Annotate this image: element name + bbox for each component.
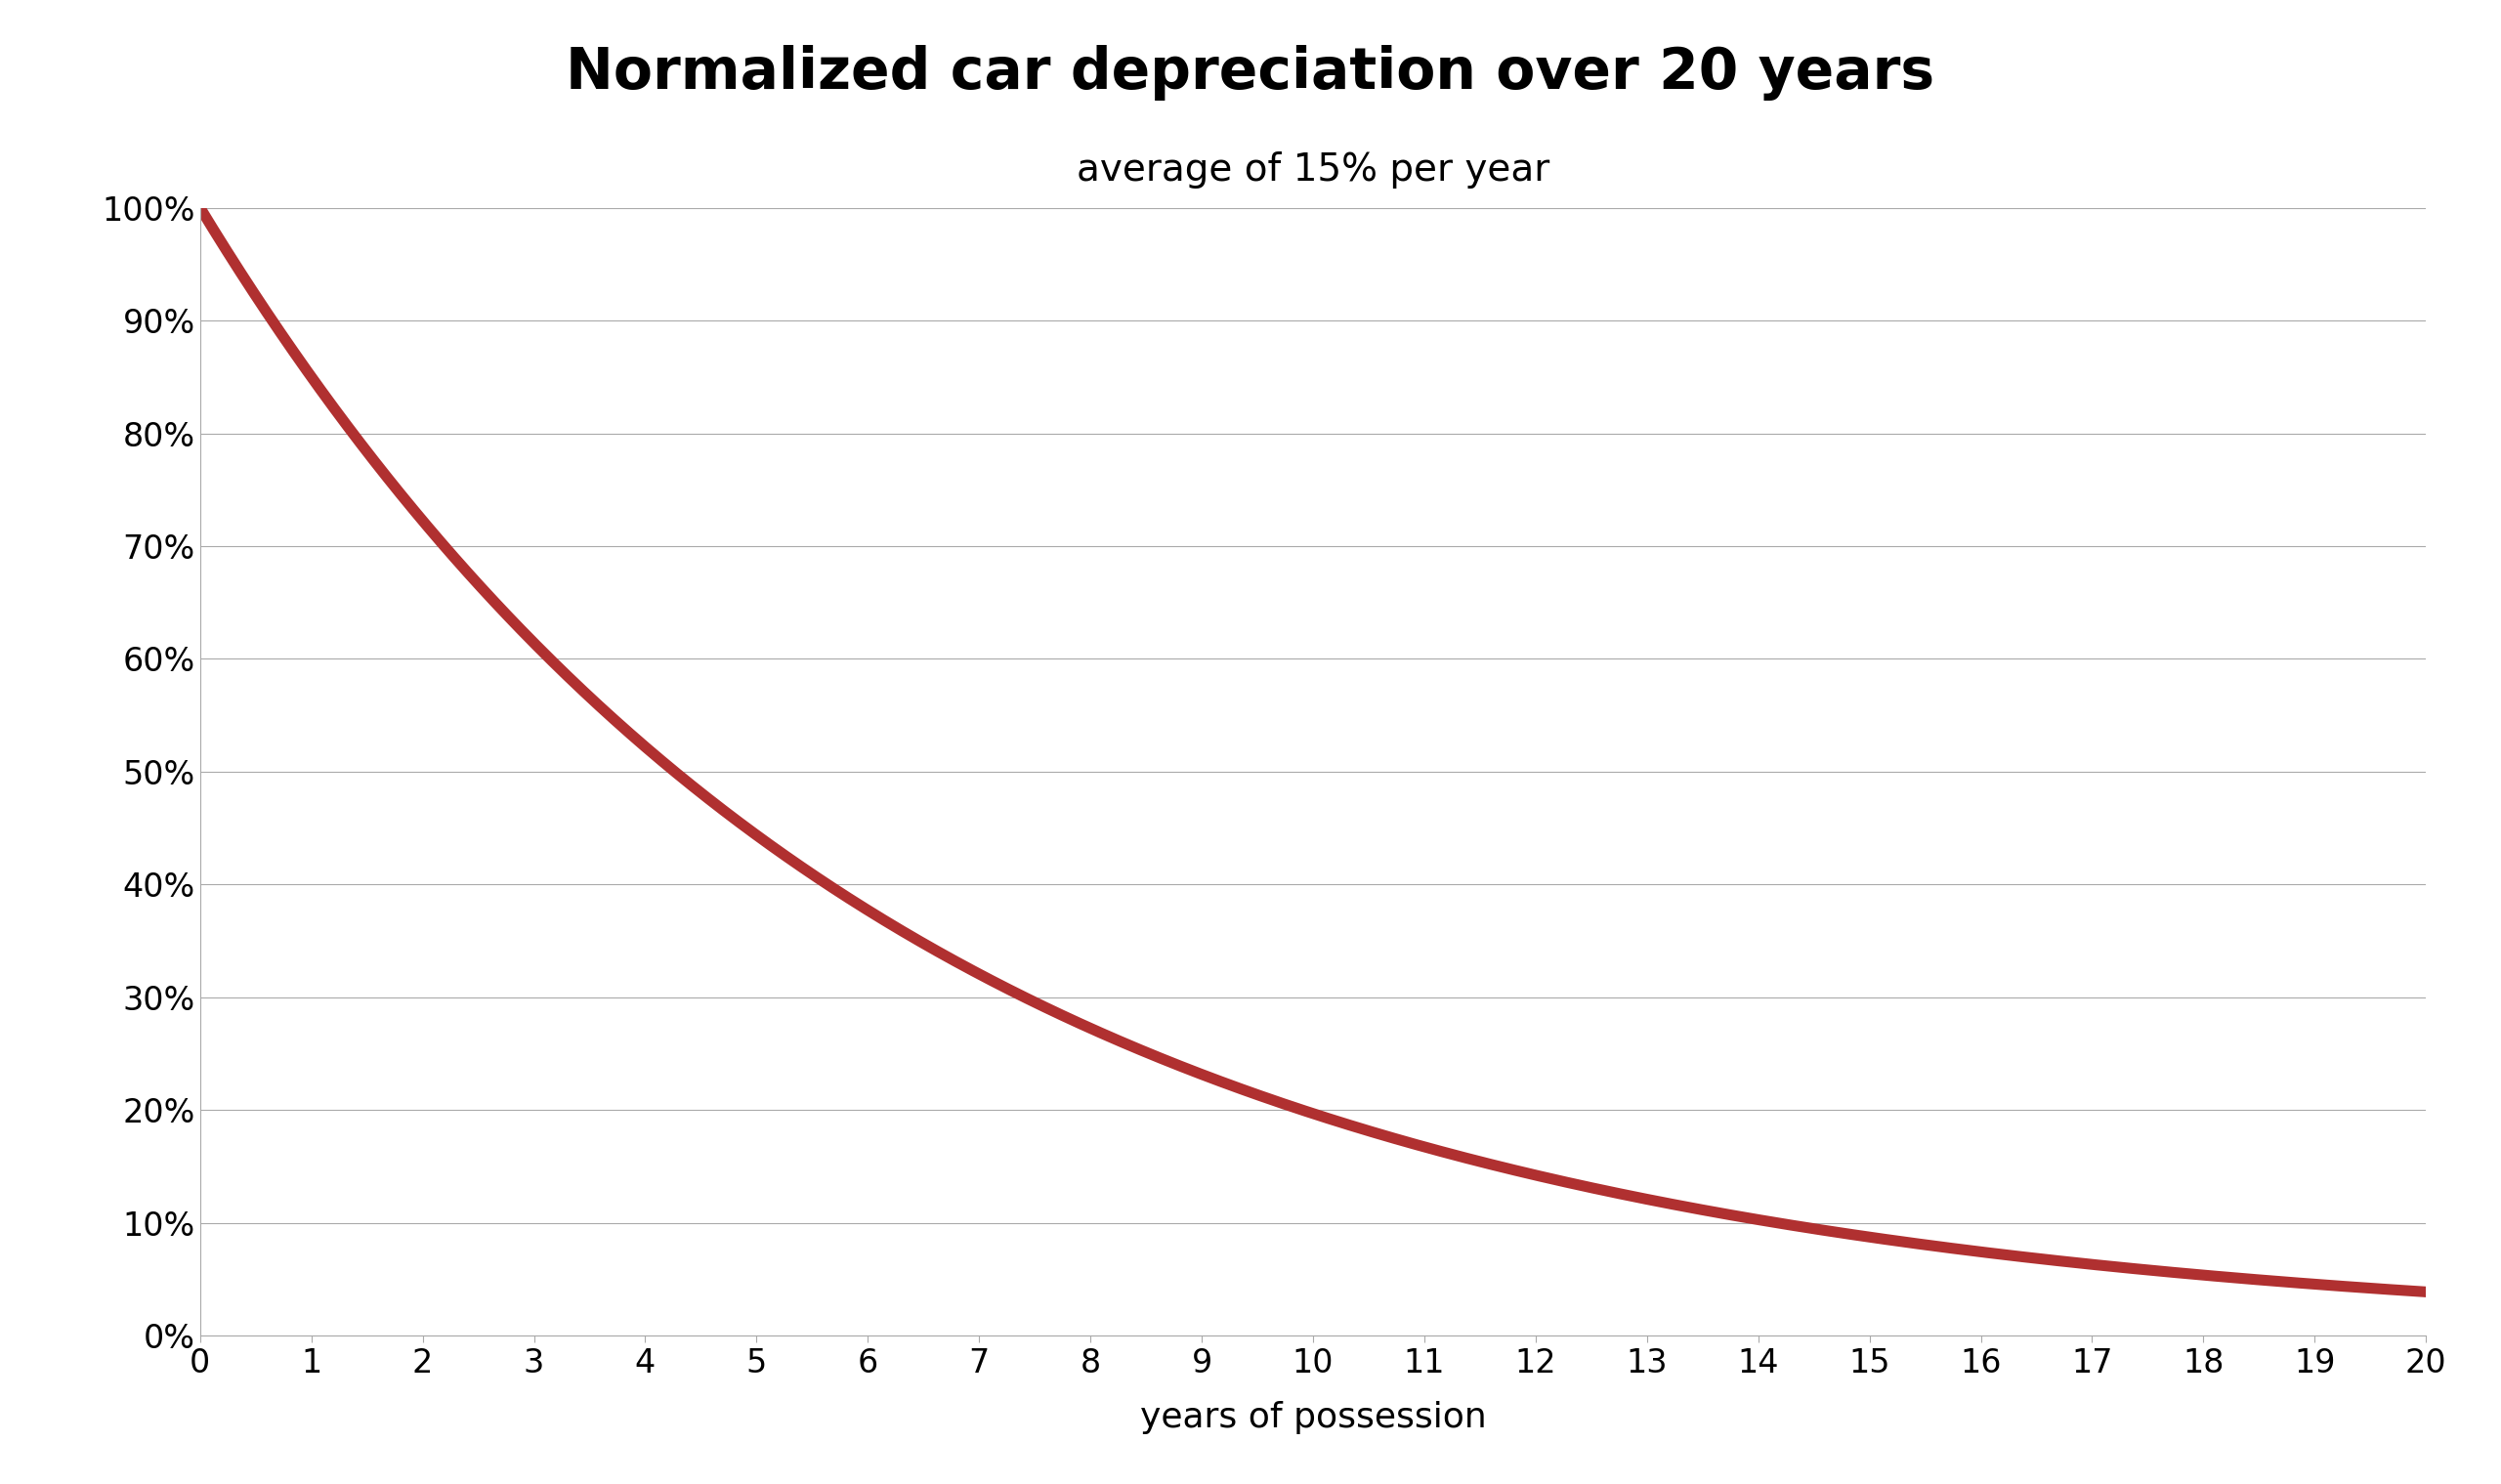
X-axis label: years of possession: years of possession bbox=[1140, 1401, 1486, 1435]
Title: average of 15% per year: average of 15% per year bbox=[1075, 151, 1551, 188]
Text: Normalized car depreciation over 20 years: Normalized car depreciation over 20 year… bbox=[565, 45, 1936, 101]
